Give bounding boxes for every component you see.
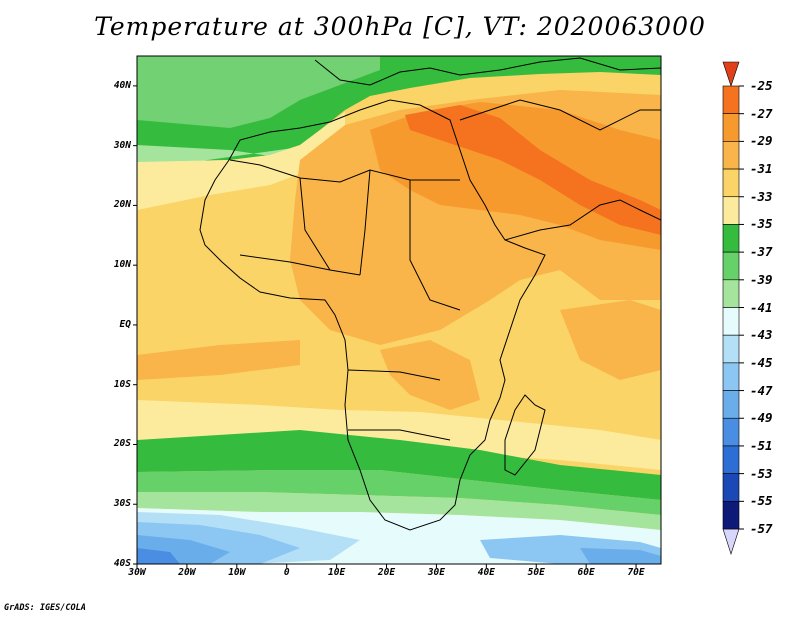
colorbar-swatch: [722, 224, 740, 253]
colorbar-label: -27: [750, 105, 773, 121]
colorbar-label: -55: [750, 493, 773, 509]
y-tick-label: 20N: [113, 199, 131, 211]
colorbar-swatch: [722, 85, 740, 114]
colorbar-label: -53: [750, 465, 773, 481]
colorbar-label: -31: [750, 161, 773, 177]
x-tick-label: 20W: [178, 567, 196, 578]
colorbar-swatch: [722, 279, 740, 308]
colorbar-label: -37: [750, 244, 773, 260]
coastlines: [199, 57, 661, 531]
y-tick-label: 10S: [113, 378, 131, 390]
x-tick-label: 30E: [427, 567, 445, 578]
colorbar-label: -49: [750, 410, 773, 426]
y-tick-label: 20S: [113, 438, 131, 450]
colorbar-swatch: [722, 141, 740, 170]
x-tick-label: 60E: [577, 567, 595, 578]
x-tick-label: 20E: [377, 567, 396, 578]
map-title: Temperature at 300hPa [C], VT: 202006300…: [94, 12, 706, 41]
colorbar-label: -41: [750, 299, 773, 315]
colorbar-swatch: [722, 473, 740, 502]
colorbar-label: -43: [750, 327, 773, 343]
axis-ticks: [133, 85, 637, 568]
colorbar-label: -51: [750, 437, 773, 453]
colorbar-label: -57: [750, 521, 773, 536]
temperature-field: [137, 56, 661, 564]
colorbar-swatch: [722, 113, 740, 142]
colorbar-top-arrow: [722, 61, 740, 87]
colorbar-swatch: [722, 445, 740, 474]
colorbar-swatch: [722, 390, 740, 419]
y-tick-label: 40S: [113, 558, 131, 569]
map-frame: [136, 55, 662, 565]
x-tick-label: 70E: [627, 567, 645, 578]
colorbar-label: -25: [750, 78, 773, 93]
x-tick-label: 10E: [328, 567, 346, 578]
colorbar-swatch: [722, 168, 740, 198]
colorbar-swatch: [722, 501, 740, 530]
colorbar-bottom-arrow: [722, 528, 740, 555]
y-tick-label: 40N: [113, 79, 131, 91]
colorbar: [722, 61, 744, 555]
credit-label: GrADS: IGES/COLA: [4, 603, 86, 613]
y-tick-label: EQ: [119, 318, 131, 330]
x-tick-label: 40E: [477, 567, 495, 578]
y-tick-label: 30S: [113, 498, 131, 510]
colorbar-label: -29: [750, 133, 773, 149]
x-tick-label: 0: [283, 567, 290, 578]
colorbar-swatch: [722, 251, 740, 281]
x-tick-label: 50E: [527, 567, 545, 578]
y-tick-label: 30N: [113, 139, 131, 151]
colorbar-swatch: [722, 334, 740, 364]
colorbar-label: -45: [750, 354, 773, 370]
y-tick-label: 10N: [113, 259, 131, 271]
colorbar-label: -47: [750, 382, 773, 398]
x-tick-label: 30W: [128, 567, 146, 578]
x-tick-label: 10W: [228, 567, 246, 578]
colorbar-label: -35: [750, 216, 773, 232]
colorbar-swatch: [722, 362, 740, 391]
colorbar-label: -39: [750, 271, 773, 287]
colorbar-swatch: [722, 417, 740, 447]
colorbar-swatch: [722, 307, 740, 336]
colorbar-label: -33: [750, 188, 773, 204]
colorbar-swatch: [722, 196, 740, 225]
